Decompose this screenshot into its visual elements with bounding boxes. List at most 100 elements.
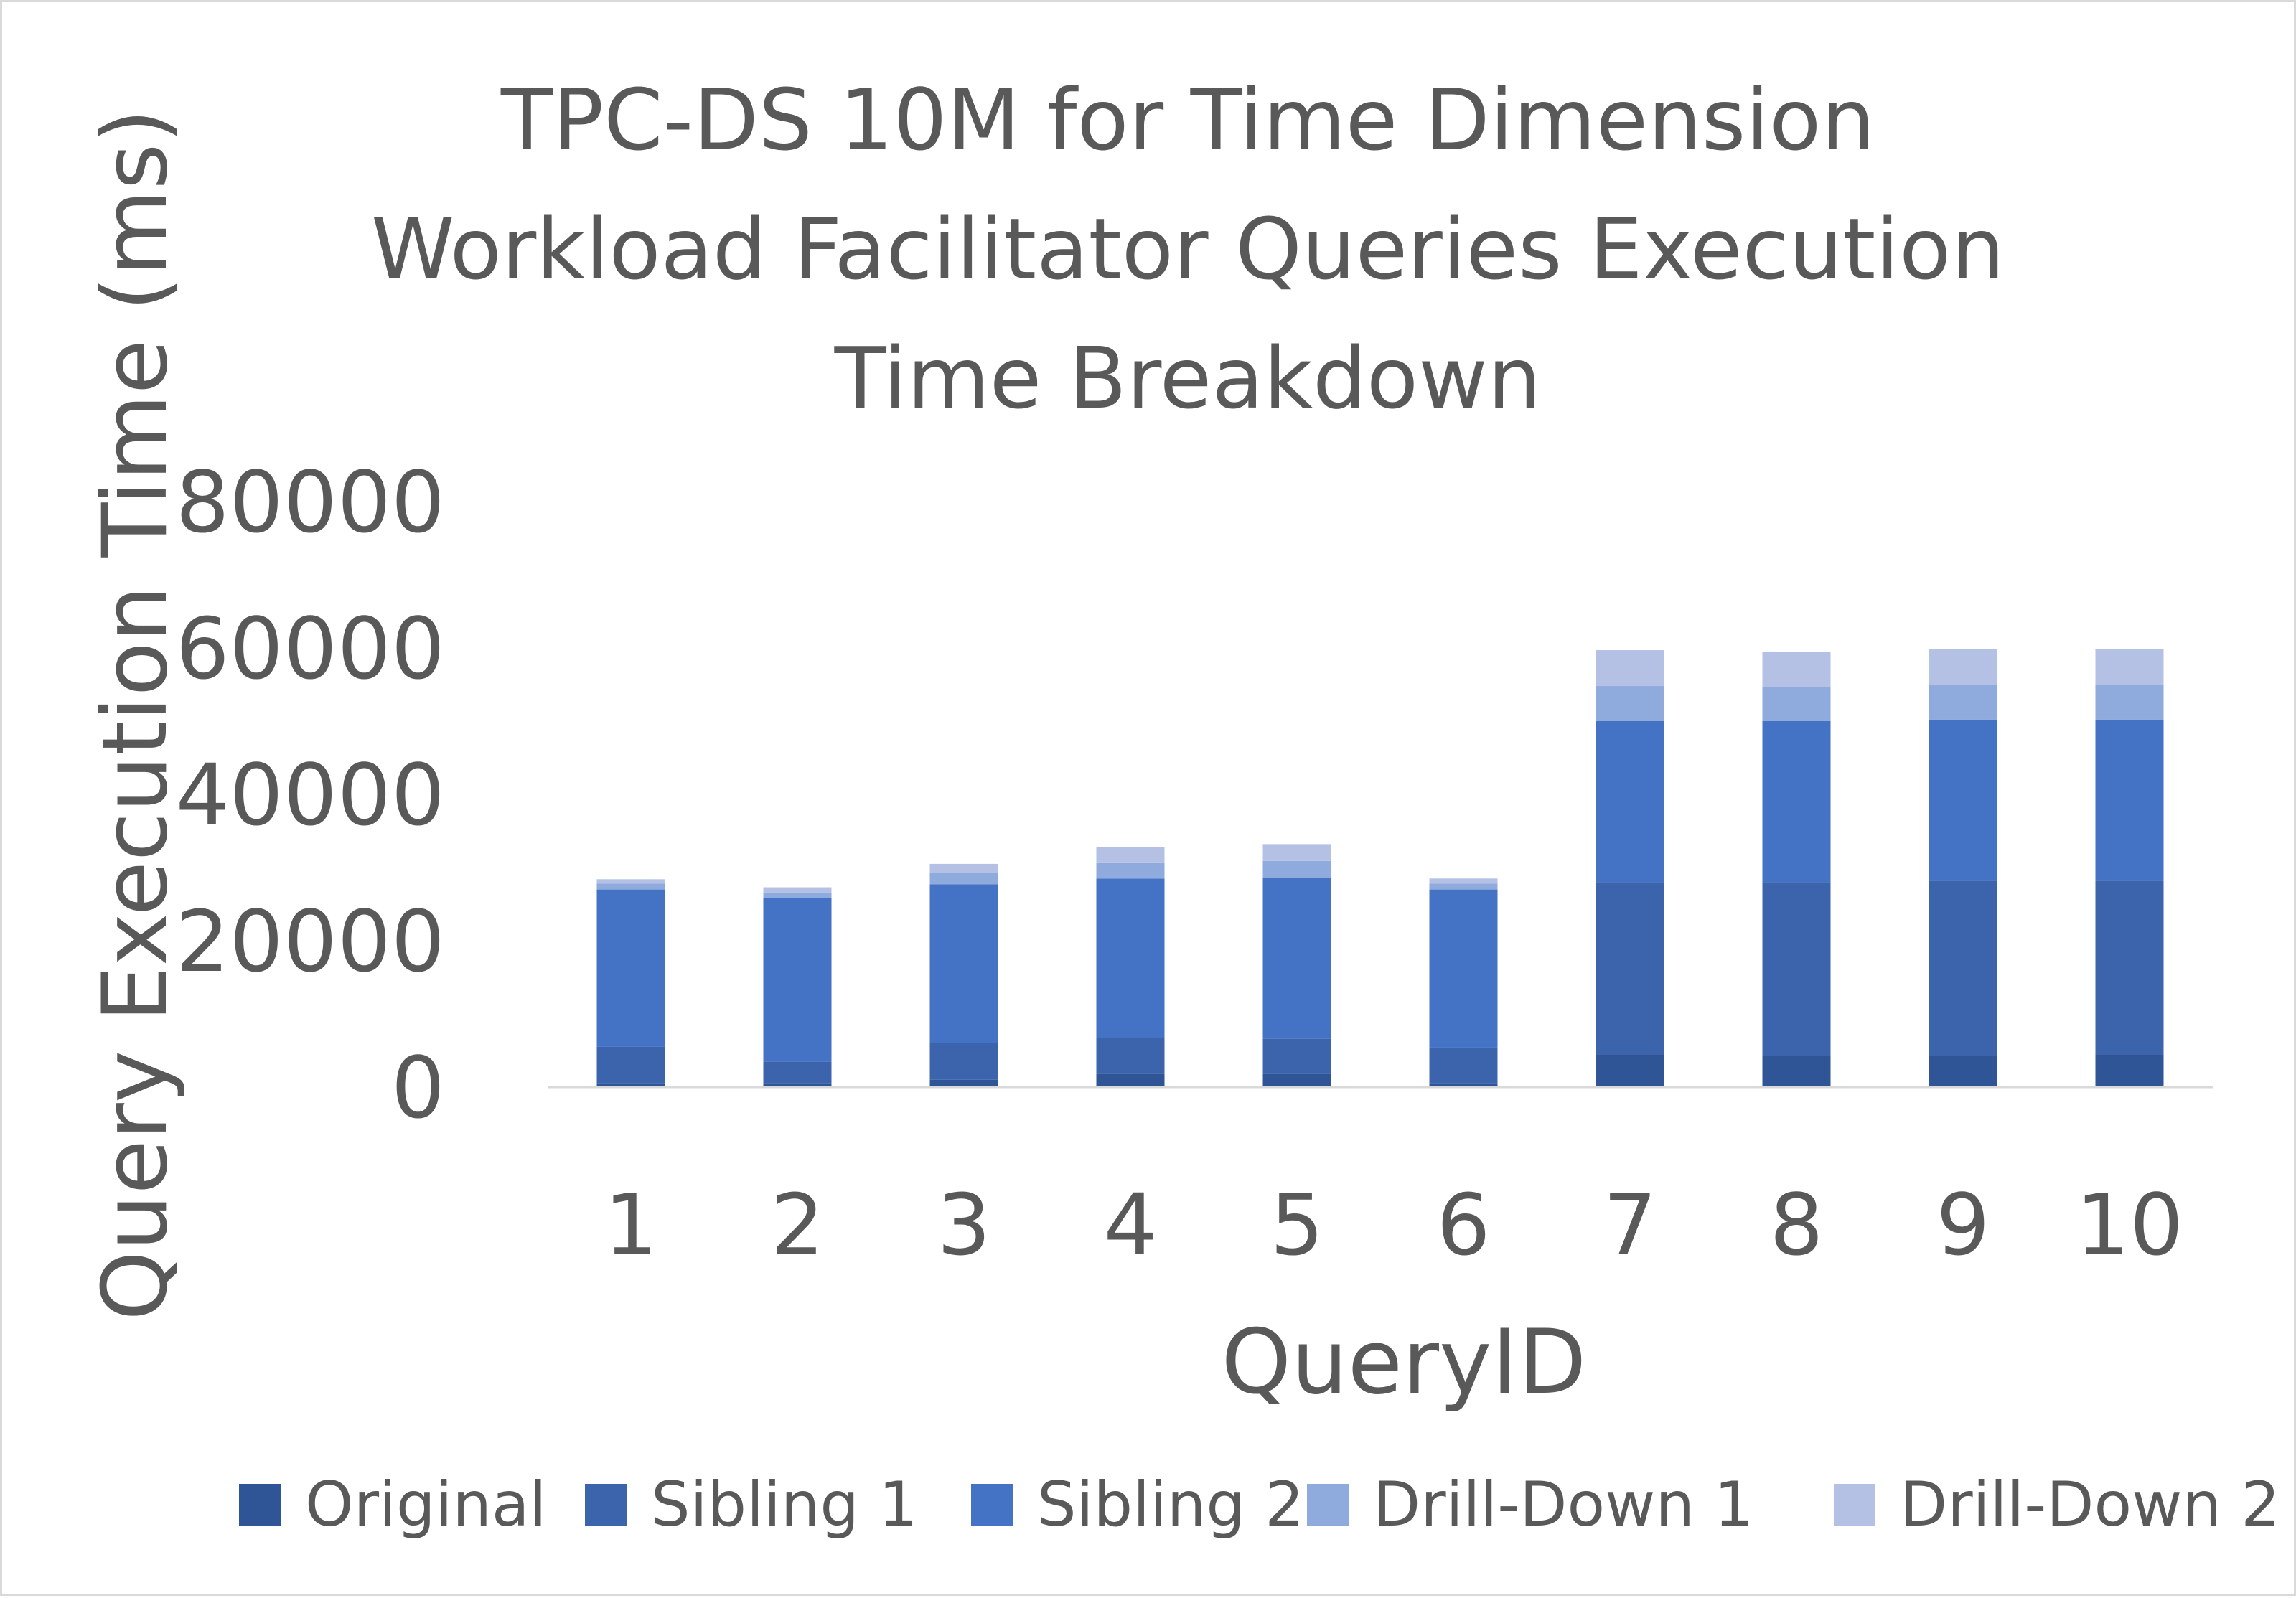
bar-segment-sibling-1 xyxy=(1596,882,1664,1055)
y-axis-ticks: 0 20000 40000 60000 80000 xyxy=(176,453,445,1137)
chart-title-line-2: Workload Facilitator Queries Execution xyxy=(371,199,2005,299)
x-tick-label: 2 xyxy=(770,1175,824,1274)
bar-segment-sibling-2 xyxy=(1096,878,1165,1038)
legend-item: Drill-Down 2 xyxy=(1834,1469,2280,1541)
bar-segment-sibling-1 xyxy=(596,1046,665,1084)
bar-stack xyxy=(2095,649,2164,1087)
bar-segment-sibling-2 xyxy=(2095,719,2164,881)
y-tick-label: 80000 xyxy=(176,453,445,552)
legend-label: Drill-Down 1 xyxy=(1373,1469,1753,1541)
legend-item: Drill-Down 1 xyxy=(1307,1469,1753,1541)
legend-label: Original xyxy=(305,1469,547,1541)
bar-stack xyxy=(1429,878,1498,1087)
x-axis-title: QueryID xyxy=(1222,1311,1587,1414)
bar-segment-sibling-1 xyxy=(1929,880,1997,1056)
bar-segment-original xyxy=(1762,1056,1831,1087)
bar-segment-drill-down-1 xyxy=(763,892,832,898)
bar-stack xyxy=(1762,652,1831,1087)
bar-segment-original xyxy=(1096,1073,1165,1087)
bar-stack xyxy=(763,887,832,1087)
bar-segment-original xyxy=(1429,1083,1498,1087)
legend-swatch xyxy=(1834,1484,1875,1526)
x-tick-label: 10 xyxy=(2076,1175,2183,1274)
x-tick-label: 7 xyxy=(1603,1175,1657,1274)
bar-stack xyxy=(1596,650,1664,1087)
y-axis-title: Query Execution Time (ms) xyxy=(84,108,187,1320)
bar-stacks xyxy=(596,649,2164,1087)
bar-segment-original xyxy=(929,1079,998,1087)
chart-title-line-3: Time Breakdown xyxy=(834,329,1542,428)
x-tick-label: 1 xyxy=(604,1175,657,1274)
bar-segment-sibling-1 xyxy=(1429,1047,1498,1084)
bar-segment-sibling-2 xyxy=(596,889,665,1047)
bar-segment-drill-down-1 xyxy=(1429,883,1498,890)
bar-stack xyxy=(596,879,665,1087)
bar-segment-sibling-2 xyxy=(1929,719,1997,881)
bar-segment-drill-down-2 xyxy=(1596,650,1664,687)
x-tick-label: 6 xyxy=(1436,1175,1490,1274)
bar-segment-drill-down-2 xyxy=(1262,844,1331,861)
bar-segment-sibling-1 xyxy=(763,1061,832,1084)
bar-segment-drill-down-2 xyxy=(1929,649,1997,686)
bar-segment-drill-down-1 xyxy=(1596,686,1664,721)
legend-item: Sibling 1 xyxy=(585,1469,918,1541)
legend-swatch xyxy=(971,1484,1013,1526)
chart-title: TPC-DS 10M for Time Dimension Workload F… xyxy=(371,70,2005,428)
legend-item: Sibling 2 xyxy=(971,1469,1304,1541)
bar-segment-sibling-1 xyxy=(1262,1038,1331,1074)
x-axis-ticks: 1 2 3 4 5 6 7 8 9 10 xyxy=(604,1175,2183,1274)
bar-segment-sibling-1 xyxy=(2095,880,2164,1055)
bar-segment-drill-down-1 xyxy=(1762,687,1831,721)
legend-label: Sibling 1 xyxy=(651,1469,918,1541)
x-tick-label: 9 xyxy=(1936,1175,1990,1274)
y-tick-label: 20000 xyxy=(176,892,445,991)
bar-segment-original xyxy=(763,1083,832,1087)
bar-segment-original xyxy=(2095,1054,2164,1087)
y-tick-label: 40000 xyxy=(176,746,445,845)
bar-stack xyxy=(1262,844,1331,1087)
x-tick-label: 8 xyxy=(1769,1175,1823,1274)
y-tick-label: 60000 xyxy=(176,599,445,698)
x-tick-label: 5 xyxy=(1270,1175,1323,1274)
bar-segment-sibling-1 xyxy=(929,1043,998,1080)
bar-segment-sibling-2 xyxy=(1762,721,1831,883)
bar-segment-original xyxy=(1596,1054,1664,1087)
bar-stack xyxy=(1929,649,1997,1087)
bar-segment-drill-down-2 xyxy=(596,879,665,884)
bar-segment-drill-down-1 xyxy=(2095,685,2164,720)
bar-segment-drill-down-2 xyxy=(929,863,998,873)
bar-segment-drill-down-1 xyxy=(1096,862,1165,879)
x-tick-label: 3 xyxy=(937,1175,990,1274)
legend-item: Original xyxy=(239,1469,547,1541)
bar-segment-drill-down-2 xyxy=(2095,649,2164,685)
bar-segment-drill-down-1 xyxy=(1929,685,1997,720)
legend-swatch xyxy=(1307,1484,1349,1526)
bar-segment-drill-down-2 xyxy=(1762,652,1831,687)
bar-segment-sibling-1 xyxy=(1762,882,1831,1056)
x-tick-label: 4 xyxy=(1103,1175,1157,1274)
bar-stack xyxy=(1096,847,1165,1087)
bar-segment-sibling-2 xyxy=(1262,878,1331,1039)
bar-segment-drill-down-1 xyxy=(596,883,665,890)
bar-stack xyxy=(929,863,998,1087)
bar-segment-drill-down-1 xyxy=(929,873,998,885)
bar-segment-drill-down-2 xyxy=(763,887,832,893)
bar-segment-sibling-2 xyxy=(1429,889,1498,1048)
y-tick-label: 0 xyxy=(391,1038,445,1137)
bar-segment-drill-down-1 xyxy=(1262,860,1331,878)
legend-swatch xyxy=(239,1484,281,1526)
bar-segment-original xyxy=(1262,1073,1331,1087)
bar-segment-sibling-2 xyxy=(929,884,998,1043)
legend: Original Sibling 1 Sibling 2 Drill-Down 1 Dr… xyxy=(239,1469,2280,1541)
chart-title-line-1: TPC-DS 10M for Time Dimension xyxy=(500,70,1875,169)
bar-segment-original xyxy=(1929,1056,1997,1087)
legend-label: Sibling 2 xyxy=(1037,1469,1304,1541)
bar-segment-sibling-2 xyxy=(1596,721,1664,883)
bar-segment-sibling-2 xyxy=(763,898,832,1062)
bar-segment-drill-down-2 xyxy=(1096,847,1165,863)
legend-label: Drill-Down 2 xyxy=(1900,1469,2280,1541)
bar-segment-sibling-1 xyxy=(1096,1038,1165,1074)
bar-segment-original xyxy=(596,1083,665,1087)
